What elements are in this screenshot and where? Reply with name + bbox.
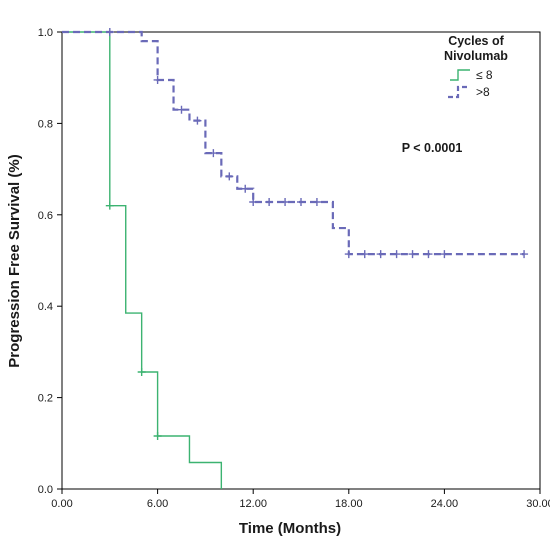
x-tick-label: 30.00	[526, 498, 550, 510]
censor-mark	[153, 431, 162, 440]
censor-mark	[424, 250, 433, 259]
censor-mark	[193, 116, 202, 125]
legend-items: ≤ 8>8	[448, 68, 493, 99]
censor-mark	[177, 105, 186, 114]
censor-mark	[265, 198, 274, 207]
y-tick-label: 0.8	[38, 118, 53, 130]
censor-mark	[297, 198, 305, 207]
y-axis: 0.0 0.2 0.4 0.6 0.8 1.0	[38, 27, 62, 496]
y-tick-label: 0.2	[38, 393, 53, 405]
censor-mark	[408, 250, 417, 259]
x-tick-label: 24.00	[431, 498, 459, 510]
censor-mark	[281, 198, 290, 207]
censor-mark	[105, 201, 114, 210]
censor-mark	[105, 28, 114, 36]
series-line	[62, 30, 525, 256]
series-line	[62, 31, 223, 489]
censor-mark	[241, 184, 250, 193]
censor-mark	[440, 250, 449, 259]
y-axis-title: Progression Free Survival (%)	[6, 154, 23, 367]
censor-mark	[520, 250, 529, 259]
censor-mark	[225, 172, 234, 181]
legend-title-line-1: Cycles of	[448, 34, 504, 48]
x-tick-label: 6.00	[147, 498, 168, 510]
y-tick-label: 1.0	[38, 27, 53, 39]
x-axis: 0.00 6.00 12.00 18.00 24.00 30.00	[51, 489, 550, 510]
series-0	[62, 31, 223, 489]
y-tick-label: 0.6	[38, 210, 53, 222]
censor-mark	[344, 250, 353, 259]
legend-swatch-1	[448, 85, 470, 99]
legend-swatch-0	[450, 69, 470, 81]
censor-mark	[360, 250, 369, 259]
x-tick-label: 18.00	[335, 498, 363, 510]
censor-mark	[312, 198, 321, 207]
legend: Cycles of Nivolumab ≤ 8>8	[444, 34, 508, 99]
censor-mark	[209, 149, 218, 158]
censor-mark	[249, 198, 258, 207]
legend-title-line-2: Nivolumab	[444, 49, 508, 63]
plot-border	[61, 31, 541, 490]
series-1	[62, 28, 529, 259]
censor-mark	[392, 250, 401, 259]
p-value-annotation: P < 0.0001	[402, 141, 463, 155]
censor-mark	[376, 250, 385, 259]
y-tick-label: 0.4	[38, 301, 53, 313]
plot-frame	[61, 31, 541, 490]
censor-mark	[153, 75, 162, 84]
legend-label-1: >8	[476, 85, 490, 99]
y-tick-label: 0.0	[38, 484, 53, 496]
x-tick-label: 0.00	[51, 498, 72, 510]
series-layer	[62, 28, 529, 489]
x-tick-label: 12.00	[239, 498, 267, 510]
legend-label-0: ≤ 8	[476, 68, 493, 82]
censor-mark	[137, 368, 146, 377]
x-axis-title: Time (Months)	[239, 520, 341, 537]
